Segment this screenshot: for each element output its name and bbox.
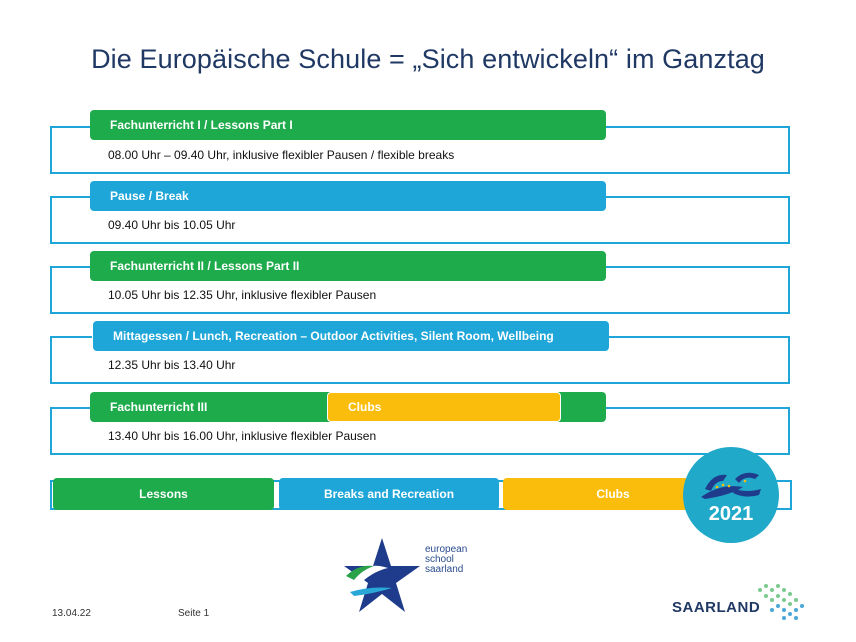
school-name-line-1: european [425, 544, 468, 555]
schedule-row-1: 08.00 Uhr – 09.40 Uhr, inklusive flexibl… [50, 126, 790, 174]
row-4-label: Mittagessen / Lunch, Recreation – Outdoo… [113, 329, 554, 343]
row-3-label-bar: Fachunterricht II / Lessons Part II [90, 251, 606, 281]
row-3-label: Fachunterricht II / Lessons Part II [110, 259, 300, 273]
legend-breaks-label: Breaks and Recreation [323, 487, 455, 501]
schedule-row-2: 09.40 Uhr bis 10.05 Uhr [50, 196, 790, 244]
anniversary-badge: 2021 [683, 447, 779, 543]
schedule-row-5: 13.40 Uhr bis 16.00 Uhr, inklusive flexi… [50, 407, 790, 455]
row-1-time: 08.00 Uhr – 09.40 Uhr, inklusive flexibl… [108, 148, 455, 162]
row-3-time: 10.05 Uhr bis 12.35 Uhr, inklusive flexi… [108, 288, 377, 302]
row-2-label-bar: Pause / Break [90, 181, 606, 211]
badge-year: 2021 [708, 503, 754, 525]
school-name-line-2: school [425, 554, 454, 565]
legend-breaks: Breaks and Recreation [279, 478, 499, 510]
school-name-line-3: saarland [425, 564, 464, 575]
legend-lessons-label: Lessons [139, 487, 188, 501]
schedule-row-3: 10.05 Uhr bis 12.35 Uhr, inklusive flexi… [50, 266, 790, 314]
schedule-row-4: 12.35 Uhr bis 13.40 Uhr [50, 336, 790, 384]
row-5-time: 13.40 Uhr bis 16.00 Uhr, inklusive flexi… [108, 429, 377, 443]
ess-logo-icon [701, 472, 761, 499]
saarland-map-dots-icon [758, 584, 804, 620]
page-title: Die Europäische Schule = „Sich entwickel… [91, 44, 765, 74]
footer-page: Seite 1 [178, 608, 210, 619]
row-5-clubs-bar: Clubs [327, 392, 561, 422]
row-2-time: 09.40 Uhr bis 10.05 Uhr [108, 218, 236, 232]
footer-date: 13.04.22 [52, 608, 91, 619]
row-5-clubs-label: Clubs [348, 400, 382, 414]
school-name: european school saarland [425, 545, 467, 575]
row-1-label: Fachunterricht I / Lessons Part I [110, 118, 293, 132]
school-star-logo-icon [344, 538, 420, 612]
row-4-label-bar: Mittagessen / Lunch, Recreation – Outdoo… [93, 321, 609, 351]
row-2-label: Pause / Break [110, 189, 189, 203]
legend-clubs-label: Clubs [596, 487, 630, 501]
row-1-label-bar: Fachunterricht I / Lessons Part I [90, 110, 606, 140]
legend-lessons: Lessons [53, 478, 274, 510]
row-5-label: Fachunterricht III [110, 400, 208, 414]
saarland-logo-text: SAARLAND [672, 599, 761, 616]
row-4-time: 12.35 Uhr bis 13.40 Uhr [108, 358, 236, 372]
